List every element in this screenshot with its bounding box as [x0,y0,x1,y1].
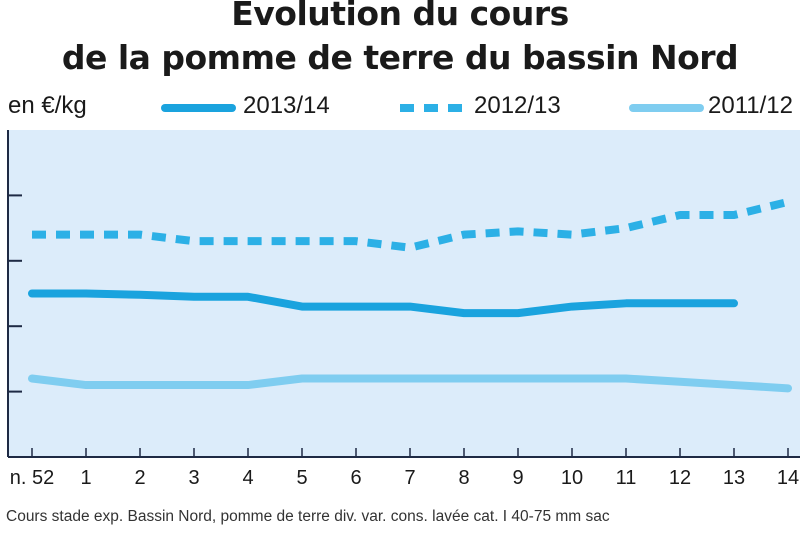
chart-source-footnote: Cours stade exp. Bassin Nord, pomme de t… [6,508,610,525]
x-tick-label: 14 [777,467,799,489]
x-tick-label: 4 [242,467,253,489]
x-tick-label: 13 [723,467,745,489]
x-tick-label: n. 52 [10,467,54,489]
chart-title-line-1: Evolution du cours [231,0,569,33]
legend-label: 2012/13 [474,92,561,119]
legend-label: 2011/12 [708,92,793,119]
series-line-1 [32,198,789,252]
x-tick-label: 12 [669,467,691,489]
legend-swatch-solid [161,104,236,112]
x-tick-label: 7 [404,467,415,489]
x-tick-label: 2 [134,467,145,489]
series-line-0 [28,289,738,318]
x-tick-label: 11 [616,467,637,489]
x-tick-label: 3 [188,467,199,489]
legend-swatch-light [629,104,704,112]
y-axis-unit-label: en €/kg [8,92,87,119]
legend-label: 2013/14 [243,92,330,119]
x-tick-label: 5 [296,467,307,489]
x-tick-label: 8 [458,467,469,489]
x-tick-label: 10 [561,467,583,489]
x-tick-label: 6 [350,467,361,489]
x-tick-label: 9 [512,467,523,489]
x-tick-label: 1 [80,467,91,489]
legend-swatch-dashed [400,104,468,112]
chart-title-line-2: de la pomme de terre du bassin Nord [61,38,739,77]
